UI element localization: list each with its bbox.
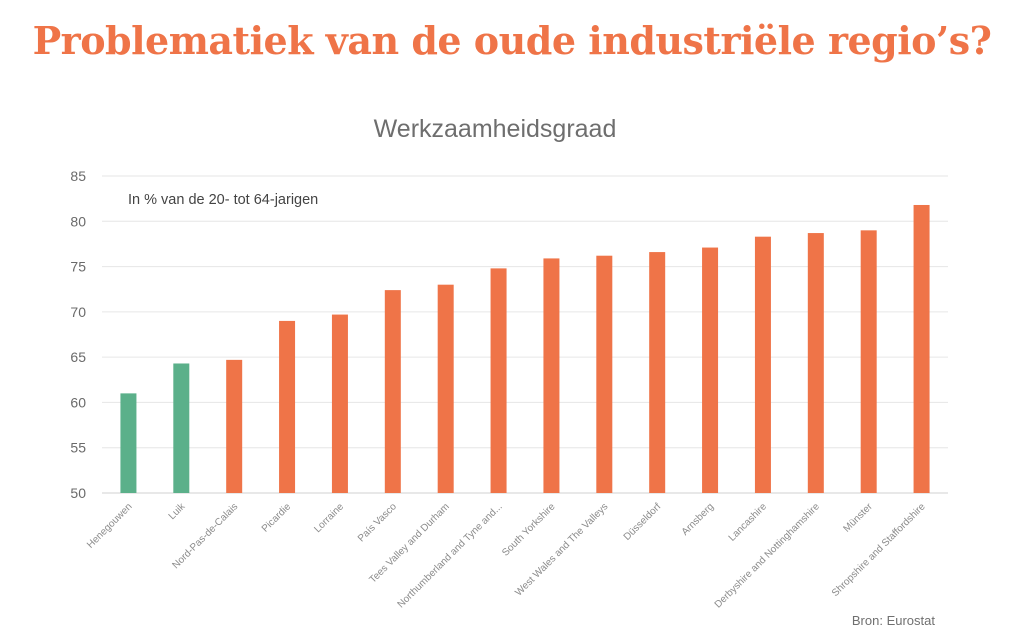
chart-title: Werkzaamheidsgraad <box>374 115 617 143</box>
x-tick-label: Lorraine <box>312 501 346 535</box>
bar <box>543 258 560 493</box>
x-tick-label: Shropshire and Staffordshire <box>830 501 928 599</box>
bar <box>384 290 401 493</box>
bar <box>331 314 348 493</box>
x-tick-label: Lancashire <box>727 501 770 544</box>
bar <box>596 255 613 493</box>
y-tick-label: 70 <box>70 304 86 320</box>
bar <box>754 236 771 493</box>
y-tick-label: 80 <box>70 213 86 229</box>
x-tick-label: Derbyshire and Nottinghamshire <box>713 501 822 610</box>
x-tick-label: Luik <box>167 501 188 522</box>
y-tick-label: 65 <box>70 349 86 365</box>
bar <box>173 363 190 493</box>
x-tick-label: South Yorkshire <box>500 501 558 559</box>
bar <box>490 268 507 493</box>
chart-subtitle: In % van de 20- tot 64-jarigen <box>128 192 318 208</box>
y-tick-label: 60 <box>70 394 86 410</box>
x-tick-label: Düsseldorf <box>622 501 664 543</box>
y-tick-label: 55 <box>70 440 86 456</box>
page-headline: Problematiek van de oude industriële reg… <box>32 18 992 63</box>
y-tick-label: 85 <box>70 168 86 184</box>
bar <box>649 252 666 493</box>
bar <box>120 393 137 493</box>
bars <box>120 204 930 494</box>
bar <box>702 247 719 493</box>
bar <box>226 359 243 493</box>
y-axis-ticks: 50 55 60 65 70 75 80 85 <box>70 168 86 501</box>
bar <box>913 204 930 494</box>
x-tick-label: Northumberland and Tyne and... <box>396 501 505 610</box>
x-tick-label: Arnsberg <box>680 501 716 537</box>
x-tick-label: País Vasco <box>356 501 399 544</box>
x-tick-label: West Wales and The Valleys <box>513 501 610 598</box>
y-tick-label: 50 <box>70 485 86 501</box>
bar <box>860 230 877 494</box>
bar <box>437 284 454 493</box>
bar <box>807 233 824 493</box>
bar <box>279 320 296 493</box>
gridlines <box>102 175 948 494</box>
x-tick-label: Picardie <box>260 501 294 535</box>
source-note: Bron: Eurostat <box>852 613 935 628</box>
x-tick-label: Henegouwen <box>85 501 134 550</box>
y-tick-label: 75 <box>70 259 86 275</box>
x-tick-label: Münster <box>841 501 875 535</box>
